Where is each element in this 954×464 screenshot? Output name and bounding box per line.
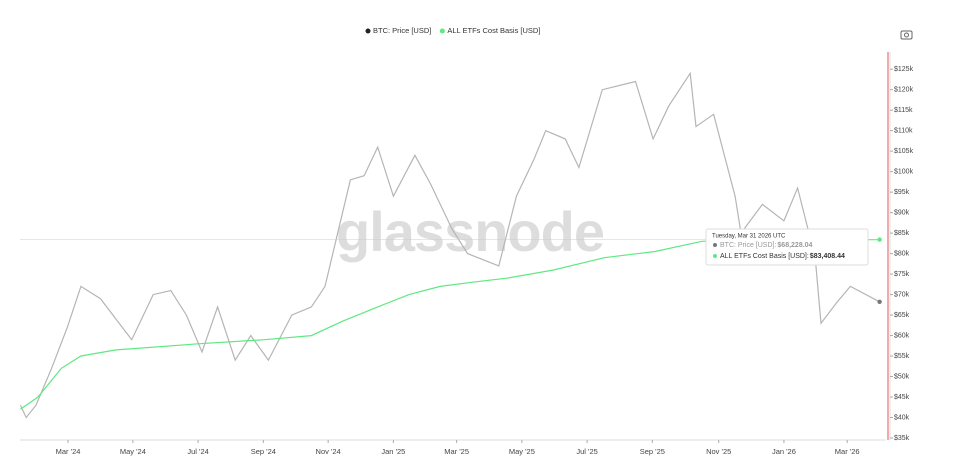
x-tick-label: Jan '25	[381, 447, 405, 456]
x-tick-label: Sep '24	[251, 447, 276, 456]
y-tick-label: $55k	[894, 353, 910, 360]
tooltip-swatch	[713, 254, 717, 258]
y-tick-label: $50k	[894, 373, 910, 380]
series-line	[19, 71, 880, 419]
end-point	[877, 299, 882, 305]
legend-label: ALL ETFs Cost Basis [USD]	[447, 26, 540, 35]
series-line	[20, 239, 880, 410]
legend: BTC: Price [USD] ALL ETFs Cost Basis [USD…	[365, 26, 540, 35]
x-tick-label: Mar '25	[444, 447, 469, 456]
y-tick-label: $90k	[894, 209, 910, 216]
y-tick-label: $40k	[894, 414, 910, 421]
x-tick-label: Jul '25	[576, 447, 597, 456]
y-tick-label: $125k	[894, 66, 914, 73]
y-tick-label: $35k	[894, 435, 910, 442]
legend-label: BTC: Price [USD]	[373, 26, 431, 35]
y-tick-label: $60k	[894, 332, 910, 339]
legend-swatch	[365, 28, 371, 34]
tooltip-value: $83,408.44	[810, 253, 845, 260]
y-tick-label: $70k	[894, 291, 910, 298]
camera-body	[900, 30, 913, 40]
camera-lens	[904, 32, 909, 38]
y-tick-label: $65k	[894, 312, 910, 319]
y-tick-label: $115k	[894, 107, 913, 114]
x-tick-label: Sep '25	[640, 447, 665, 456]
y-tick-label: $100k	[894, 168, 914, 175]
tooltip-label: ALL ETFs Cost Basis [USD]:	[720, 253, 809, 260]
y-tick-label: $45k	[894, 394, 910, 401]
tooltip-box	[705, 228, 869, 266]
y-tick-label: $120k	[894, 87, 914, 94]
y-tick-label: $75k	[894, 271, 910, 278]
x-tick-label: Jan '26	[772, 447, 796, 456]
y-tick-label: $95k	[894, 189, 910, 196]
x-tick-label: Mar '24	[56, 447, 81, 456]
y-tick-label: $80k	[894, 250, 910, 257]
y-tick-label: $110k	[894, 128, 913, 135]
y-tick-label: $105k	[894, 148, 914, 155]
x-tick-label: May '25	[509, 447, 535, 456]
tooltip: Tuesday, Mar 31 2026 UTC BTC: Price [USD]…	[705, 228, 869, 266]
y-tick-label: $85k	[894, 230, 910, 237]
watermark: glassnode	[336, 200, 604, 263]
camera-icon[interactable]	[900, 30, 913, 40]
tooltip-value: $68,228.04	[777, 242, 812, 249]
legend-swatch	[439, 28, 445, 34]
x-tick-label: Jul '24	[187, 447, 208, 456]
tooltip-date: Tuesday, Mar 31 2026 UTC	[712, 234, 786, 240]
x-tick-label: Nov '24	[316, 447, 341, 456]
x-tick-label: Nov '25	[706, 447, 731, 456]
x-tick-label: Mar '26	[835, 447, 860, 456]
tooltip-label: BTC: Price [USD]:	[720, 242, 776, 249]
end-point	[877, 237, 882, 242]
x-tick-label: May '24	[120, 447, 146, 456]
tooltip-swatch	[713, 243, 717, 247]
